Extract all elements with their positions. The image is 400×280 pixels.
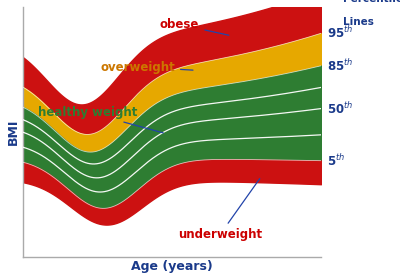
Y-axis label: BMI: BMI: [7, 119, 20, 145]
Text: obese: obese: [160, 18, 229, 35]
Text: underweight: underweight: [178, 179, 262, 241]
Text: 95$^{th}$: 95$^{th}$: [327, 25, 354, 41]
X-axis label: Age (years): Age (years): [131, 260, 213, 273]
Text: overweight: overweight: [100, 60, 193, 74]
Text: 85$^{th}$: 85$^{th}$: [327, 58, 354, 74]
Text: 50$^{th}$: 50$^{th}$: [327, 101, 354, 116]
Text: Lines: Lines: [343, 17, 374, 27]
Text: healthy weight: healthy weight: [38, 106, 163, 133]
Text: Percentile: Percentile: [343, 0, 400, 4]
Text: 5$^{th}$: 5$^{th}$: [327, 153, 345, 169]
